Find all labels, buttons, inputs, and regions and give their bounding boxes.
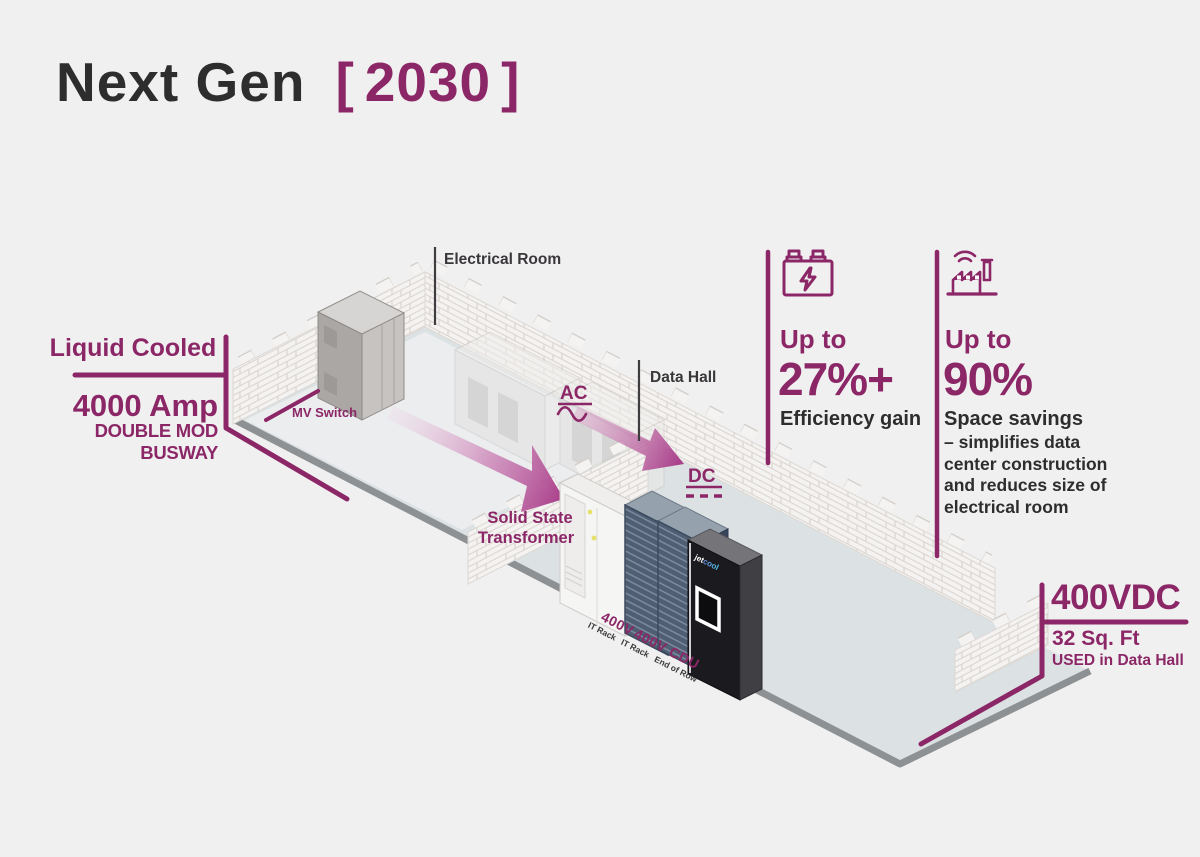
battery-icon (782, 249, 834, 297)
stat-block-efficiency (780, 248, 930, 300)
smart-factory-icon (946, 250, 998, 296)
vent-grille-top (324, 325, 337, 349)
stat1-prefix: Up to (780, 324, 847, 354)
indicator-light (587, 509, 593, 515)
cdu-rack: jetcool (686, 528, 764, 701)
rack-label-1: 400V IT Rack (587, 608, 637, 642)
dc-symbol: DC (686, 466, 724, 498)
svg-text:DC: DC (688, 466, 716, 487)
stat2-description: – simplifies data center construction an… (944, 432, 1134, 518)
title-main: Next Gen (56, 51, 306, 113)
stat2-desc-line: and reduces size of (944, 475, 1107, 495)
stat1-value: 27%+ (778, 353, 894, 405)
sine-wave-icon (556, 405, 588, 423)
mv-switch-label: MV Switch (292, 405, 357, 420)
stat-block-space (945, 246, 1125, 305)
svg-text:AC: AC (560, 383, 588, 404)
footer-right-bracket (918, 582, 1189, 747)
used-in-data-hall-label: USED in Data Hall (1052, 652, 1184, 669)
ac-symbol: AC (556, 383, 592, 423)
liquid-cooled-label: Liquid Cooled (49, 334, 217, 362)
sst-label-line1: Solid State (487, 509, 572, 527)
back-brick-wall (424, 259, 996, 624)
mv-switch-pointer-line (264, 389, 320, 422)
title-year: 2030 (364, 51, 492, 113)
vdc-label: 400VDC (1051, 578, 1181, 617)
stat2-prefix: Up to (945, 324, 1012, 354)
stat2-label: Space savings (944, 408, 1083, 430)
electrical-room-label: Electrical Room (444, 251, 561, 268)
stat2-desc-line: – simplifies data (944, 432, 1081, 452)
sqft-label: 32 Sq. Ft (1052, 627, 1140, 650)
sst-label-line2: Transformer (478, 529, 575, 547)
busway-label: DOUBLE MOD BUSWAY (94, 420, 219, 463)
indicator-light (591, 535, 597, 541)
stat2-value: 90% (943, 353, 1033, 405)
stat1-label: Efficiency gain (780, 408, 922, 430)
ac-flow-arrow (387, 406, 564, 512)
front-right-brick-wall (954, 593, 1049, 693)
mv-switch-cabinet (316, 290, 406, 421)
vent-grille-bottom (324, 372, 337, 396)
stat2-desc-line: electrical room (944, 496, 1069, 517)
title-bracket-close: ] (501, 51, 521, 113)
cdu-screen (695, 585, 721, 633)
dc-flow-arrow (572, 406, 684, 471)
floor-slab-edge (233, 416, 1092, 768)
stat2-desc-line: center construction (944, 453, 1108, 474)
page-title: Next Gen [2030] (56, 50, 520, 114)
title-bracket-open: [ (335, 51, 355, 113)
left-callout-bracket (72, 334, 350, 502)
amp-label: 4000 Amp (72, 388, 218, 423)
data-hall-label: Data Hall (650, 369, 716, 386)
